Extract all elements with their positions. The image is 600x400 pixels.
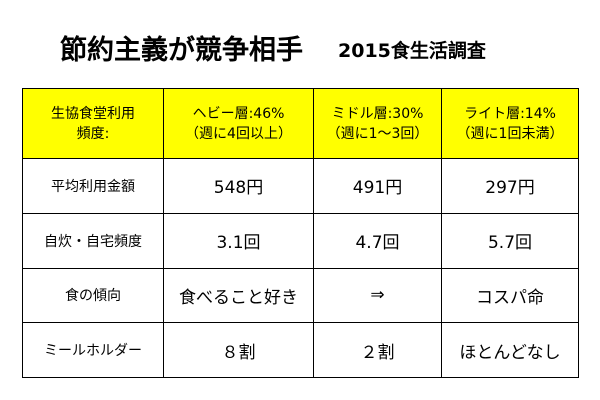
header-cell: ミドル層:30% （週に1〜3回）	[313, 88, 442, 159]
table-cell: ８割	[163, 322, 314, 378]
row-label: ミールホルダー	[22, 322, 164, 378]
header-text: （週に1〜3回）	[326, 125, 429, 142]
row-label: 食の傾向	[22, 267, 164, 324]
table-row: ミールホルダー ８割 ２割 ほとんどなし	[22, 322, 579, 378]
header-row: 生協食堂利用 頻度: ヘビー層:46% （週に4回以上） ミドル層:30% （週に1〜3回…	[22, 88, 579, 159]
table-cell: 食べること好き	[163, 267, 314, 324]
header-text: ミドル層:30%	[331, 105, 424, 122]
row-label: 自炊・自宅頻度	[22, 212, 164, 269]
header-cell: ライト層:14% （週に1回未満）	[441, 88, 579, 159]
table-cell: 491円	[313, 158, 442, 214]
header-text: 頻度:	[76, 125, 110, 142]
subtitle: 2015食生活調査	[338, 40, 486, 62]
table-cell: 3.1回	[163, 212, 314, 269]
header-text: （週に4回以上）	[185, 125, 292, 142]
header-text: 生協食堂利用	[51, 105, 135, 122]
survey-table: 生協食堂利用 頻度: ヘビー層:46% （週に4回以上） ミドル層:30% （週に1〜3回…	[22, 88, 579, 378]
header-text: ライト層:14%	[464, 105, 556, 122]
header-cell: 生協食堂利用 頻度:	[22, 88, 164, 159]
table-cell: コスパ命	[441, 267, 579, 324]
table-cell: 548円	[163, 158, 314, 214]
title: 節約主義が競争相手	[60, 35, 303, 66]
table-cell: ⇒	[313, 267, 442, 324]
table-cell: 297円	[441, 158, 579, 214]
table-cell: 4.7回	[313, 212, 442, 269]
table-cell: 5.7回	[441, 212, 579, 269]
header-text: （週に1回未満）	[456, 125, 564, 142]
table-row: 平均利用金額 548円 491円 297円	[22, 158, 579, 214]
header-cell: ヘビー層:46% （週に4回以上）	[163, 88, 314, 159]
table-cell: ほとんどなし	[441, 322, 579, 378]
header-text: ヘビー層:46%	[192, 105, 285, 122]
table-row: 自炊・自宅頻度 3.1回 4.7回 5.7回	[22, 212, 579, 269]
table-cell: ２割	[313, 322, 442, 378]
row-label: 平均利用金額	[22, 158, 164, 214]
table-row: 食の傾向 食べること好き ⇒ コスパ命	[22, 267, 579, 324]
